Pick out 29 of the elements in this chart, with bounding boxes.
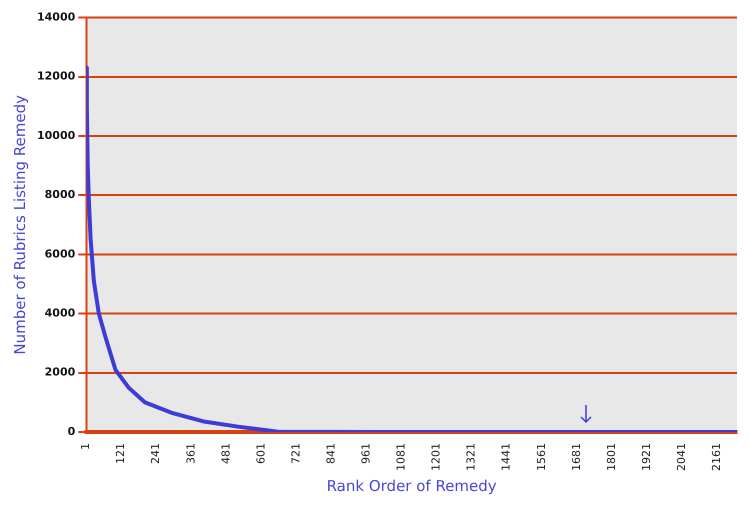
x-tick-label: 961: [360, 443, 373, 464]
x-tick-label: 1: [79, 443, 92, 450]
y-tick-label: 14000: [36, 10, 76, 24]
x-tick-label: 721: [289, 443, 302, 464]
x-tick-label: 241: [149, 443, 162, 464]
x-tick-label: 1921: [640, 443, 653, 472]
x-tick-label: 1441: [500, 443, 513, 472]
y-axis-title: Number of Rubrics Listing Remedy: [10, 94, 29, 355]
x-tick-label: 1201: [430, 443, 443, 472]
y-tick-label: 8000: [44, 188, 76, 202]
x-tick-label: 1801: [604, 443, 618, 472]
x-tick-label: 841: [324, 443, 338, 464]
x-tick-label: 2161: [710, 443, 723, 472]
y-tick-label: 12000: [36, 70, 76, 83]
x-tick-label: 1081: [394, 443, 408, 472]
x-tick-label: 121: [114, 443, 128, 464]
y-tick-label: 4000: [44, 306, 76, 320]
x-tick-label: 601: [254, 443, 268, 464]
x-tick-label: 1681: [570, 443, 583, 472]
y-tick-label: 2000: [44, 366, 76, 379]
y-tick-label: 0: [68, 424, 76, 438]
y-tick-label: 10000: [36, 128, 76, 142]
x-tick-label: 1321: [464, 443, 478, 472]
y-tick-label: 6000: [44, 247, 76, 260]
x-tick-label: 481: [219, 443, 232, 464]
x-tick-label: 2041: [674, 443, 688, 472]
x-tick-label: 1561: [534, 443, 548, 472]
x-axis-title: Rank Order of Remedy: [326, 476, 497, 495]
x-tick-label: 361: [184, 443, 198, 464]
